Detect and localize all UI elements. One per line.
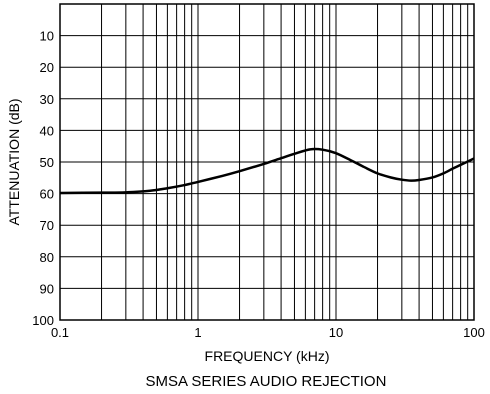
y-tick-label: 90: [40, 281, 54, 296]
y-axis-label: ATTENUATION (dB): [6, 98, 22, 225]
y-tick-label: 10: [40, 29, 54, 44]
x-tick-label: 1: [194, 325, 201, 340]
x-tick-label: 0.1: [51, 325, 69, 340]
plot-border: [59, 3, 475, 321]
series-lines: [59, 147, 475, 195]
x-tick-label: 100: [463, 325, 485, 340]
y-tick-label: 20: [40, 60, 54, 75]
y-tick-label: 70: [40, 218, 54, 233]
y-tick-label: 30: [40, 92, 54, 107]
y-tick-label: 40: [40, 123, 54, 138]
y-tick-label: 60: [40, 187, 54, 202]
series-line: [59, 147, 475, 195]
y-tick-labels: 10 20 30 40 50 60 70 80 90 100: [32, 29, 54, 328]
chart-title: SMSA SERIES AUDIO REJECTION: [146, 373, 387, 390]
y-tick-label: 50: [40, 155, 54, 170]
x-tick-labels: 0.1 1 10 100: [51, 325, 485, 340]
x-tick-label: 10: [329, 325, 343, 340]
x-axis-label: FREQUENCY (kHz): [205, 348, 330, 364]
y-tick-label: 80: [40, 250, 54, 265]
y-tick-label: 100: [32, 313, 54, 328]
